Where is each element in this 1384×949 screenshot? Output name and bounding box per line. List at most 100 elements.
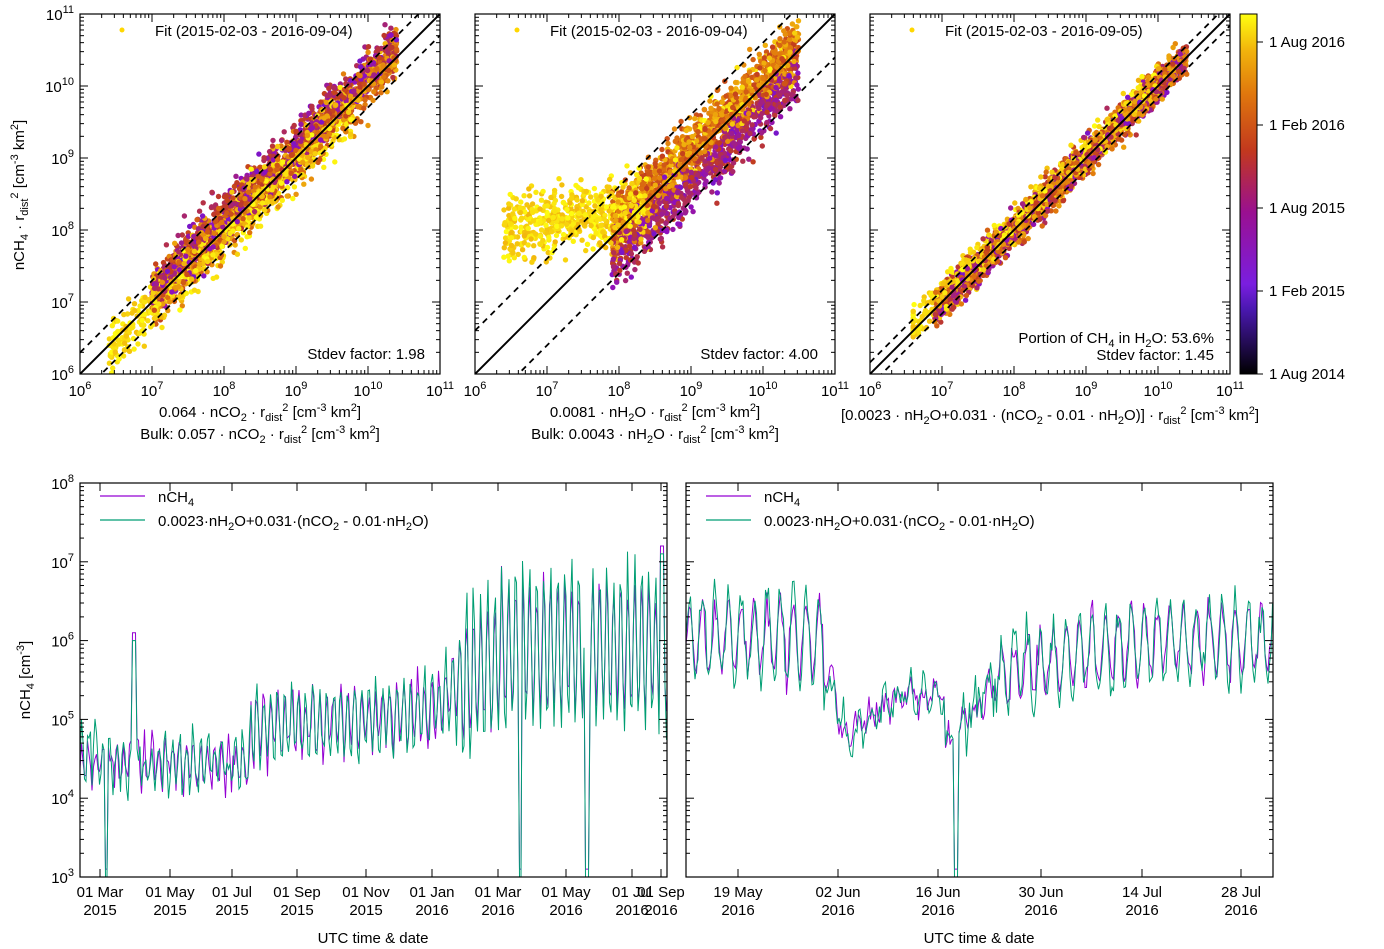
data-point: [176, 249, 182, 255]
data-point: [659, 244, 666, 250]
data-point: [183, 239, 189, 245]
data-point: [116, 341, 122, 347]
data-point: [318, 99, 324, 105]
legend-text: Fit (2015-02-03 - 2016-09-04): [155, 23, 353, 40]
data-point: [553, 232, 560, 239]
data-point: [364, 67, 371, 74]
data-point: [501, 245, 507, 251]
data-point: [131, 346, 137, 352]
data-point: [261, 169, 268, 175]
data-point: [750, 159, 756, 165]
data-point: [300, 159, 306, 165]
data-point: [517, 205, 523, 211]
data-point: [537, 219, 543, 225]
data-point: [286, 145, 293, 152]
data-point: [189, 276, 195, 282]
data-point: [530, 209, 536, 215]
data-point: [211, 230, 217, 236]
data-point: [238, 237, 244, 243]
data-point: [267, 194, 273, 200]
x-tick-label: 107: [141, 380, 164, 400]
data-point: [254, 168, 260, 175]
data-point: [309, 125, 316, 131]
data-point: [112, 349, 119, 355]
data-point: [348, 131, 354, 137]
data-point: [163, 242, 170, 248]
data-point: [794, 24, 800, 30]
data-point: [123, 333, 130, 339]
fit-line: [80, 14, 440, 374]
data-point: [161, 275, 168, 281]
data-point: [178, 240, 185, 246]
data-point: [388, 25, 394, 31]
data-point: [548, 194, 554, 201]
data-point: [191, 233, 197, 239]
data-point: [592, 203, 598, 209]
data-point: [269, 143, 276, 149]
data-point: [382, 22, 388, 28]
data-point: [632, 266, 638, 273]
data-point: [781, 39, 787, 45]
data-point: [776, 51, 783, 57]
data-point: [276, 190, 282, 196]
data-point: [626, 239, 633, 245]
data-point: [386, 67, 392, 74]
data-point: [734, 64, 740, 71]
data-point: [187, 223, 193, 230]
x-axis-label-bulk: Bulk: 0.057 · nCO2 · rdist2 [cm-3 km2]: [140, 424, 380, 446]
data-point: [148, 324, 154, 330]
data-point: [626, 243, 633, 249]
data-point: [623, 247, 629, 253]
data-point: [586, 200, 592, 206]
data-point: [343, 76, 349, 82]
data-point: [274, 162, 280, 168]
data-point: [521, 233, 528, 239]
data-point: [608, 240, 614, 246]
data-point: [794, 82, 800, 88]
data-point: [603, 244, 609, 251]
data-point: [165, 294, 171, 301]
data-point: [646, 239, 652, 245]
data-point: [323, 99, 329, 106]
data-point: [234, 251, 241, 257]
data-point: [665, 140, 671, 147]
data-point: [624, 163, 630, 169]
data-point: [663, 220, 669, 226]
data-point: [518, 224, 524, 230]
data-point: [537, 233, 543, 239]
data-point: [549, 229, 555, 235]
y-tick-label: 106: [51, 364, 74, 384]
data-point: [121, 311, 127, 318]
data-point: [341, 95, 347, 101]
data-point: [512, 215, 518, 222]
data-point: [215, 193, 222, 200]
data-point: [184, 271, 190, 278]
data-point: [365, 44, 372, 50]
data-point: [185, 246, 191, 253]
data-point: [357, 64, 364, 70]
data-point: [367, 56, 374, 62]
data-point: [655, 221, 661, 227]
data-point: [234, 219, 240, 225]
data-point: [193, 268, 199, 274]
data-point: [291, 122, 297, 129]
data-point: [212, 218, 219, 225]
data-point: [240, 216, 246, 222]
data-point: [236, 226, 242, 232]
data-point: [247, 196, 253, 202]
data-point: [645, 164, 652, 170]
data-point: [261, 164, 268, 170]
data-point: [340, 71, 347, 77]
data-point: [224, 197, 231, 204]
data-point: [209, 204, 215, 210]
data-point: [739, 84, 745, 90]
data-point: [795, 97, 801, 104]
data-point: [211, 211, 217, 218]
data-point: [391, 62, 398, 68]
data-point: [526, 193, 533, 199]
data-point: [233, 173, 239, 179]
data-point: [215, 205, 222, 212]
data-point: [564, 206, 570, 213]
data-point: [120, 353, 127, 359]
data-point: [135, 341, 141, 347]
